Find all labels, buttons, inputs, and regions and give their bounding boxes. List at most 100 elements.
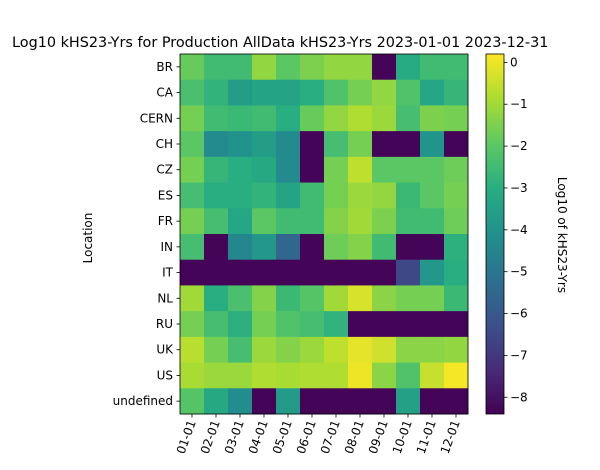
colorbar-tick-label: 0	[510, 55, 518, 69]
heatmap-cell	[252, 311, 277, 338]
heatmap-cell	[180, 208, 205, 235]
heatmap-cell	[420, 362, 445, 389]
heatmap-cell	[204, 79, 229, 106]
colorbar-tick-label: −5	[510, 265, 528, 279]
heatmap-cell	[396, 285, 421, 312]
heatmap-cell	[276, 285, 301, 312]
heatmap-cell	[180, 156, 205, 183]
heatmap-cell	[204, 311, 229, 338]
heatmap-cell	[348, 259, 373, 286]
heatmap-cell	[228, 54, 253, 81]
heatmap-cell	[444, 311, 469, 338]
heatmap-cell	[372, 79, 397, 106]
heatmap-cell	[300, 285, 325, 312]
heatmap-cell	[396, 336, 421, 363]
heatmap-cell	[276, 234, 301, 261]
y-tick-label: BR	[156, 60, 173, 74]
heatmap-cell	[444, 336, 469, 363]
heatmap-cell	[300, 388, 325, 415]
heatmap-cell	[372, 105, 397, 132]
x-tick-label: 01-01	[174, 418, 199, 456]
heatmap-cell	[372, 234, 397, 261]
heatmap-cell	[300, 182, 325, 209]
heatmap-cell	[276, 208, 301, 235]
heatmap-cell	[180, 234, 205, 261]
heatmap-cell	[324, 131, 349, 158]
x-tick-label: 09-01	[366, 418, 391, 456]
heatmap-cell	[180, 336, 205, 363]
heatmap-cell	[372, 362, 397, 389]
heatmap-cell	[372, 54, 397, 81]
heatmap-cell	[228, 259, 253, 286]
colorbar-tick-label: −6	[510, 307, 528, 321]
colorbar-tick-label: −4	[510, 223, 528, 237]
heatmap-cell	[396, 388, 421, 415]
heatmap-cell	[444, 156, 469, 183]
heatmap-cell	[300, 259, 325, 286]
heatmap-cell	[444, 362, 469, 389]
heatmap-cell	[420, 131, 445, 158]
heatmap-cell	[396, 234, 421, 261]
x-tick-label: 06-01	[294, 418, 319, 456]
x-tick-label: 07-01	[318, 418, 343, 456]
heatmap-cell	[372, 182, 397, 209]
heatmap-cell	[300, 311, 325, 338]
heatmap-cell	[444, 54, 469, 81]
heatmap-cell	[228, 156, 253, 183]
heatmap-cell	[204, 156, 229, 183]
heatmap-cell	[372, 336, 397, 363]
heatmap-cell	[324, 311, 349, 338]
heatmap-cell	[252, 131, 277, 158]
heatmap-cell	[348, 79, 373, 106]
colorbar-tick-label: −8	[510, 390, 528, 404]
heatmap-cell	[444, 259, 469, 286]
colorbar-tick-label: −3	[510, 181, 528, 195]
heatmap-cell	[324, 285, 349, 312]
x-tick-label: 02-01	[198, 418, 223, 456]
heatmap-cell	[324, 156, 349, 183]
heatmap-cell	[228, 182, 253, 209]
y-tick-label: ES	[158, 188, 173, 202]
colorbar-label: Log10 of kHS23-Yrs	[555, 177, 569, 293]
heatmap-cell	[204, 182, 229, 209]
heatmap-cell	[252, 336, 277, 363]
y-tick-label: US	[157, 368, 173, 382]
heatmap-cell	[372, 311, 397, 338]
colorbar-ticks: −8 −7 −6 −5 −4 −3 −2 −1 0	[504, 55, 528, 404]
heatmap-cell	[180, 105, 205, 132]
y-tick-label: NL	[157, 291, 173, 305]
heatmap-cell	[396, 54, 421, 81]
heatmap-cell	[300, 131, 325, 158]
heatmap-cell	[300, 105, 325, 132]
heatmap-cell	[228, 105, 253, 132]
heatmap-cell	[444, 105, 469, 132]
heatmap-cell	[276, 131, 301, 158]
heatmap-cell	[180, 311, 205, 338]
heatmap-cell	[348, 336, 373, 363]
heatmap-cell	[228, 362, 253, 389]
heatmap-cell	[324, 79, 349, 106]
heatmap-cell	[348, 156, 373, 183]
heatmap-cell	[444, 388, 469, 415]
heatmap-cell	[444, 131, 469, 158]
heatmap-cell	[228, 131, 253, 158]
heatmap-cell	[420, 208, 445, 235]
x-tick-label: 05-01	[270, 418, 295, 456]
heatmap-cell	[204, 362, 229, 389]
heatmap-cells	[180, 54, 469, 415]
heatmap-cell	[300, 362, 325, 389]
heatmap-cell	[276, 79, 301, 106]
heatmap-cell	[180, 362, 205, 389]
heatmap-cell	[372, 259, 397, 286]
heatmap-cell	[300, 54, 325, 81]
heatmap-cell	[300, 336, 325, 363]
heatmap-cell	[324, 336, 349, 363]
heatmap-cell	[324, 208, 349, 235]
y-tick-label: undefined	[113, 394, 173, 408]
y-tick-label: FR	[158, 214, 173, 228]
x-tick-label: 11-01	[414, 418, 439, 456]
heatmap-cell	[396, 131, 421, 158]
heatmap-cell	[252, 182, 277, 209]
